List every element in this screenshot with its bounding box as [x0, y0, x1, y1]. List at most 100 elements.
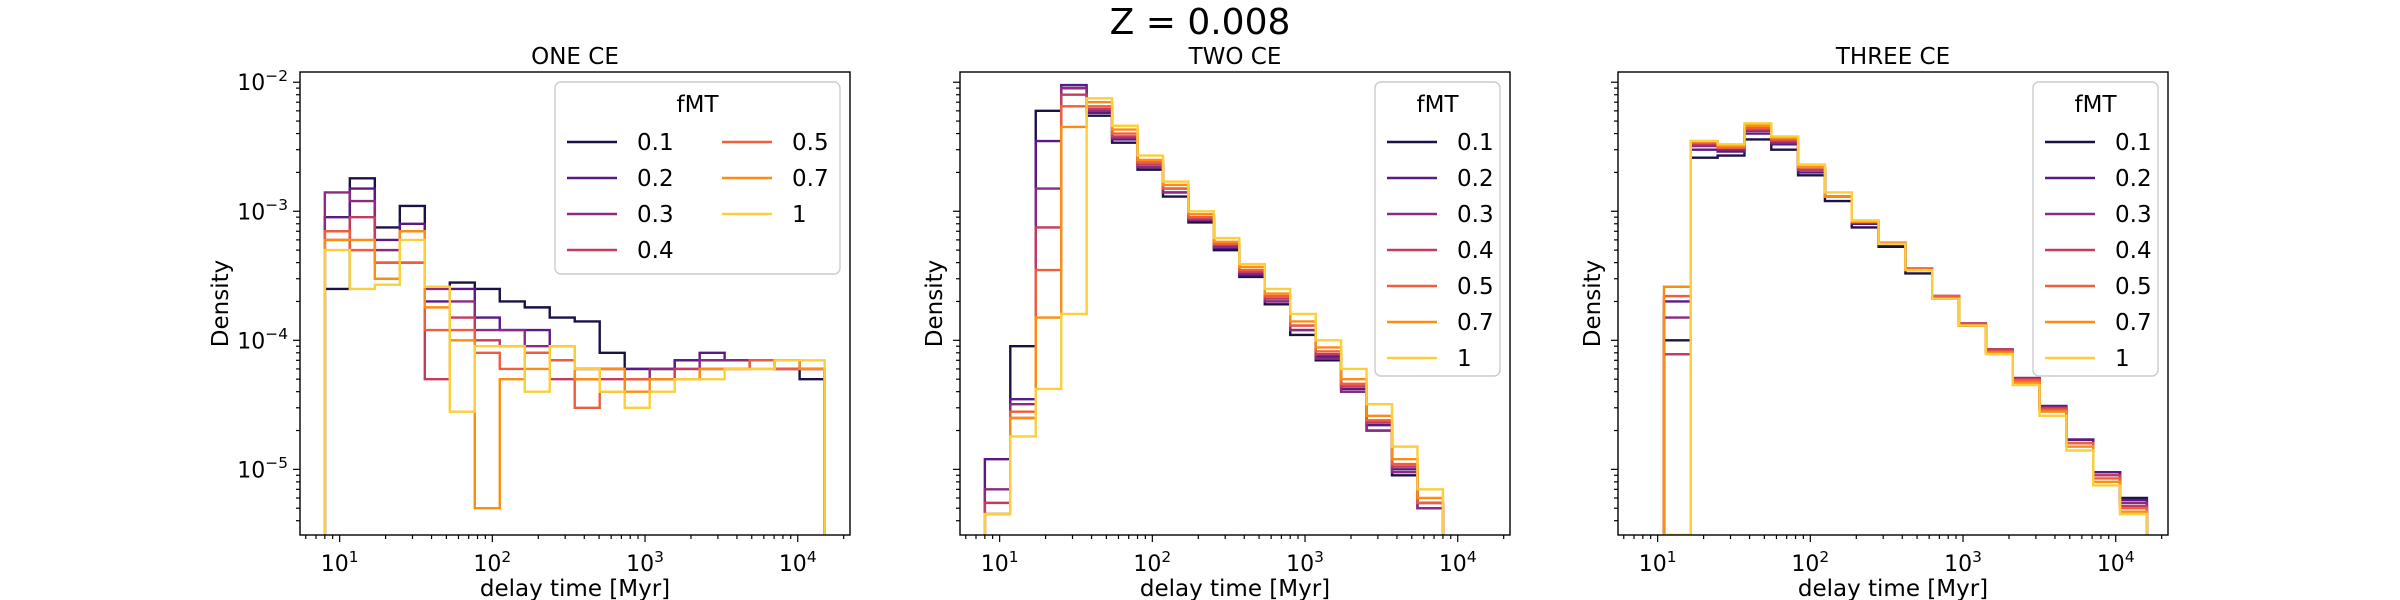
x-axis-label: delay time [Myr]: [1140, 576, 1330, 600]
legend-item: 0.7: [1387, 310, 1494, 336]
x-tick-label: 104: [1439, 548, 1477, 577]
y-axis: [1611, 81, 1618, 522]
axes-frame: [299, 71, 851, 536]
series-line-0_5: [323, 230, 826, 535]
series-line-0_5: [983, 105, 1445, 535]
legend-label: 0.5: [2115, 274, 2152, 300]
x-tick-label: 101: [981, 548, 1019, 577]
y-axis: [953, 81, 960, 522]
legend-label: 0.7: [1457, 310, 1494, 336]
x-tick-label: 102: [473, 548, 511, 577]
legend-item: 0.3: [567, 202, 674, 228]
y-axis-label: Density: [922, 260, 948, 347]
subplot-1: 101 102 103 104 10−5 10−4 10−3 10−2 ONE CE delay …: [208, 44, 851, 600]
legend-item: 0.1: [2045, 130, 2152, 156]
series-line-0_7: [983, 101, 1445, 535]
plot-area: [323, 177, 826, 535]
legend-item: 0.3: [2045, 202, 2152, 228]
legend-item: 0.7: [722, 166, 829, 192]
legend-title: fMT: [2075, 92, 2118, 118]
series-line-1: [983, 97, 1445, 535]
x-tick-label: 104: [2097, 548, 2135, 577]
legend-item: 0.3: [1387, 202, 1494, 228]
series-line-1: [323, 238, 826, 535]
legend-box: [554, 81, 841, 275]
legend-label: 1: [792, 202, 807, 228]
x-axis: 101 102 103 104: [305, 535, 845, 577]
legend-label: 0.3: [637, 202, 674, 228]
legend-item: 0.4: [2045, 238, 2152, 264]
x-axis: 101 102 103 104: [965, 535, 1505, 577]
series-line-0_2: [983, 83, 1445, 535]
subplot-title: ONE CE: [531, 44, 619, 70]
legend: fMT 0.1 0.2 0.3 0.4 0.5 0.7 1: [2032, 81, 2159, 377]
legend-label: 0.1: [637, 130, 674, 156]
y-tick-label: 10−4: [237, 325, 288, 354]
legend-box: [2032, 81, 2159, 377]
series-line-0_3: [983, 86, 1445, 535]
legend-label: 0.4: [2115, 238, 2152, 264]
legend-item: 1: [1387, 346, 1472, 372]
legend-item: 1: [2045, 346, 2130, 372]
legend-label: 0.5: [792, 130, 829, 156]
series-line-1: [1662, 122, 2149, 535]
subplot-title: THREE CE: [1835, 44, 1950, 70]
plot-area: [1662, 122, 2149, 535]
legend-item: 0.1: [1387, 130, 1494, 156]
y-tick-label: 10−3: [237, 196, 288, 225]
legend-item: 0.5: [1387, 274, 1494, 300]
legend-label: 0.3: [1457, 202, 1494, 228]
legend-label: 0.3: [2115, 202, 2152, 228]
legend-title: fMT: [1417, 92, 1460, 118]
x-axis-label: delay time [Myr]: [1798, 576, 1988, 600]
x-axis: 101 102 103 104: [1623, 535, 2163, 577]
y-axis: 10−5 10−4 10−3 10−2: [237, 67, 300, 522]
axes-frame: [959, 71, 1511, 536]
x-tick-label: 102: [1133, 548, 1171, 577]
legend-box: [1374, 81, 1501, 377]
legend-item: 1: [722, 202, 807, 228]
legend-label: 0.5: [1457, 274, 1494, 300]
x-axis-label: delay time [Myr]: [480, 576, 670, 600]
x-tick-label: 104: [779, 548, 817, 577]
y-tick-label: 10−2: [237, 67, 288, 96]
y-tick-label: 10−5: [237, 454, 288, 483]
y-axis-label: Density: [208, 260, 234, 347]
subplot-2: 101 102 103 104 TWO CE delay time [Myr] Densit…: [922, 44, 1511, 600]
y-axis-label: Density: [1580, 260, 1606, 347]
legend-item: 0.1: [567, 130, 674, 156]
legend-title: fMT: [677, 92, 720, 118]
plot-area: [983, 83, 1445, 535]
legend-item: 0.5: [722, 130, 829, 156]
legend-item: 0.2: [567, 166, 674, 192]
legend: fMT 0.1 0.2 0.3 0.4 0.5 0.7 1: [1374, 81, 1501, 377]
legend-label: 1: [2115, 346, 2130, 372]
x-tick-label: 103: [1944, 548, 1982, 577]
legend-item: 0.4: [567, 238, 674, 264]
x-tick-label: 103: [1286, 548, 1324, 577]
legend-item: 0.7: [2045, 310, 2152, 336]
legend-label: 0.1: [2115, 130, 2152, 156]
subplot-3: 101 102 103 104 THREE CE delay time [Myr] Dens…: [1580, 44, 2169, 600]
legend-label: 0.1: [1457, 130, 1494, 156]
legend-label: 0.2: [637, 166, 674, 192]
x-tick-label: 103: [626, 548, 664, 577]
subplot-title: TWO CE: [1188, 44, 1282, 70]
legend-label: 0.2: [2115, 166, 2152, 192]
legend-label: 0.7: [2115, 310, 2152, 336]
figure-suptitle: Z = 0.008: [1109, 2, 1291, 43]
series-line-0_1: [983, 86, 1445, 535]
legend-label: 0.2: [1457, 166, 1494, 192]
axes-frame: [1617, 71, 2169, 536]
legend-label: 0.7: [792, 166, 829, 192]
legend-item: 0.2: [2045, 166, 2152, 192]
legend-item: 0.5: [2045, 274, 2152, 300]
legend-item: 0.4: [1387, 238, 1494, 264]
x-tick-label: 101: [321, 548, 359, 577]
x-tick-label: 101: [1639, 548, 1677, 577]
legend-label: 0.4: [637, 238, 674, 264]
x-tick-label: 102: [1791, 548, 1829, 577]
